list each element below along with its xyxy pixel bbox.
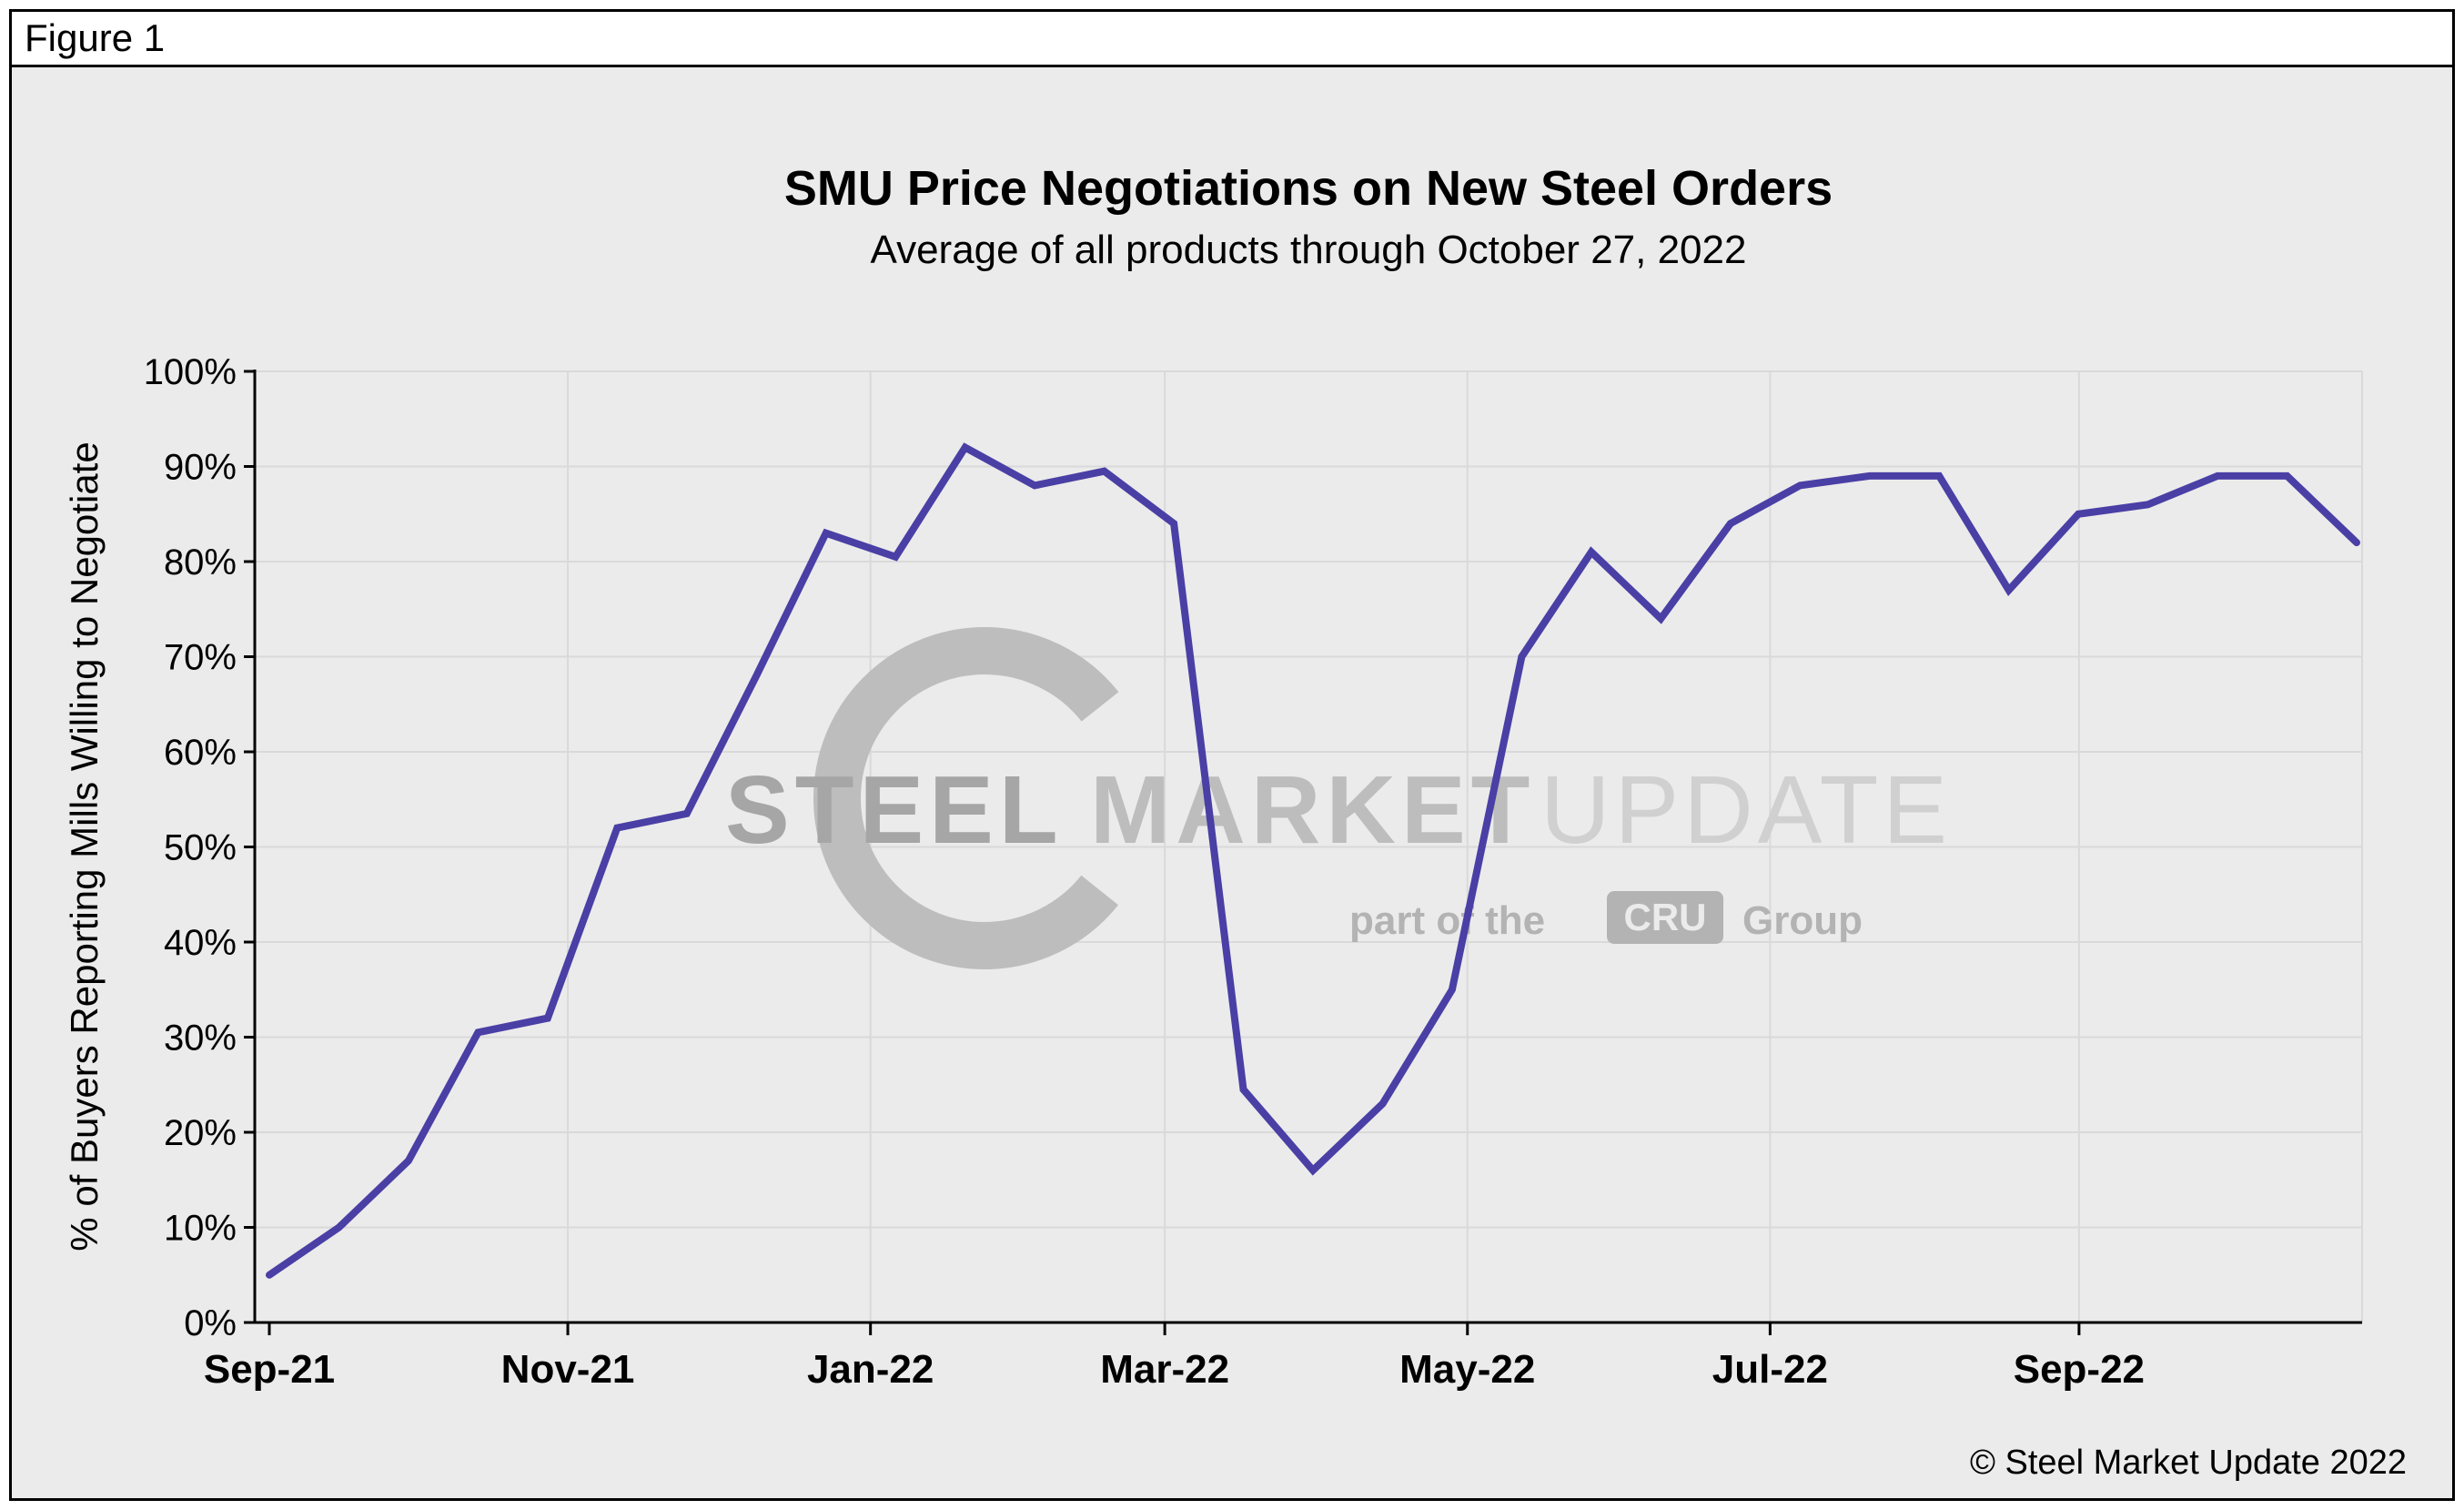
y-tick-label: 60% bbox=[164, 733, 237, 773]
watermark-update: UPDATE bbox=[1540, 756, 1952, 864]
x-axis-labels: Sep-21 Nov-21 Jan-22 Mar-22 May-22 Jul-22 Sep-… bbox=[204, 1347, 2145, 1392]
x-tick-label: Jul-22 bbox=[1712, 1347, 1828, 1392]
y-tick-label: 70% bbox=[164, 638, 237, 678]
x-tick-label: Sep-22 bbox=[2014, 1347, 2145, 1392]
watermark-market: MARKET bbox=[1090, 756, 1535, 864]
y-tick-label: 20% bbox=[164, 1113, 237, 1153]
cru-logo-text: CRU bbox=[1624, 896, 1707, 938]
x-tick-label: Jan-22 bbox=[807, 1347, 934, 1392]
watermark-group: Group bbox=[1742, 898, 1863, 943]
crescent-icon bbox=[813, 627, 1156, 969]
figure-frame: Figure 1 STEEL MARKET UPDATE part of the CRU… bbox=[9, 9, 2455, 1501]
watermark-steel: STEEL bbox=[725, 756, 1064, 864]
copyright-text: © Steel Market Update 2022 bbox=[1969, 1444, 2407, 1482]
gridlines bbox=[255, 370, 2363, 1323]
y-tick-label: 50% bbox=[164, 828, 237, 868]
y-axis-labels: 0% 10% 20% 30% 40% 50% 60% 70% 80% 90% 100% bbox=[144, 352, 237, 1343]
figure-header: Figure 1 bbox=[12, 12, 2452, 67]
y-axis-title: % of Buyers Reporting Mills Willing to N… bbox=[63, 441, 106, 1252]
watermark: STEEL MARKET UPDATE part of the CRU Group bbox=[725, 627, 1952, 969]
chart-subtitle: Average of all products through October … bbox=[870, 228, 1747, 272]
y-tick-label: 0% bbox=[184, 1303, 237, 1343]
figure-label: Figure 1 bbox=[25, 16, 166, 59]
x-tick-label: May-22 bbox=[1399, 1347, 1535, 1392]
x-tick-label: Mar-22 bbox=[1100, 1347, 1229, 1392]
y-tick-label: 80% bbox=[164, 542, 237, 583]
y-tick-label: 90% bbox=[164, 448, 237, 488]
x-tick-label: Sep-21 bbox=[204, 1347, 335, 1392]
series-line bbox=[266, 442, 2360, 1279]
chart-title: SMU Price Negotiations on New Steel Orde… bbox=[783, 161, 1833, 216]
watermark-part-of-the: part of the bbox=[1349, 898, 1545, 943]
y-tick-label: 10% bbox=[164, 1209, 237, 1249]
cru-logo-box bbox=[1607, 891, 1723, 944]
y-tick-label: 40% bbox=[164, 923, 237, 963]
y-tick-label: 30% bbox=[164, 1018, 237, 1059]
axes bbox=[244, 370, 2362, 1335]
x-tick-label: Nov-21 bbox=[501, 1347, 635, 1392]
y-tick-label: 100% bbox=[144, 352, 237, 392]
chart-region: STEEL MARKET UPDATE part of the CRU Group 0% 10… bbox=[12, 67, 2452, 1498]
line-chart: STEEL MARKET UPDATE part of the CRU Group 0% 10… bbox=[144, 352, 2363, 1392]
